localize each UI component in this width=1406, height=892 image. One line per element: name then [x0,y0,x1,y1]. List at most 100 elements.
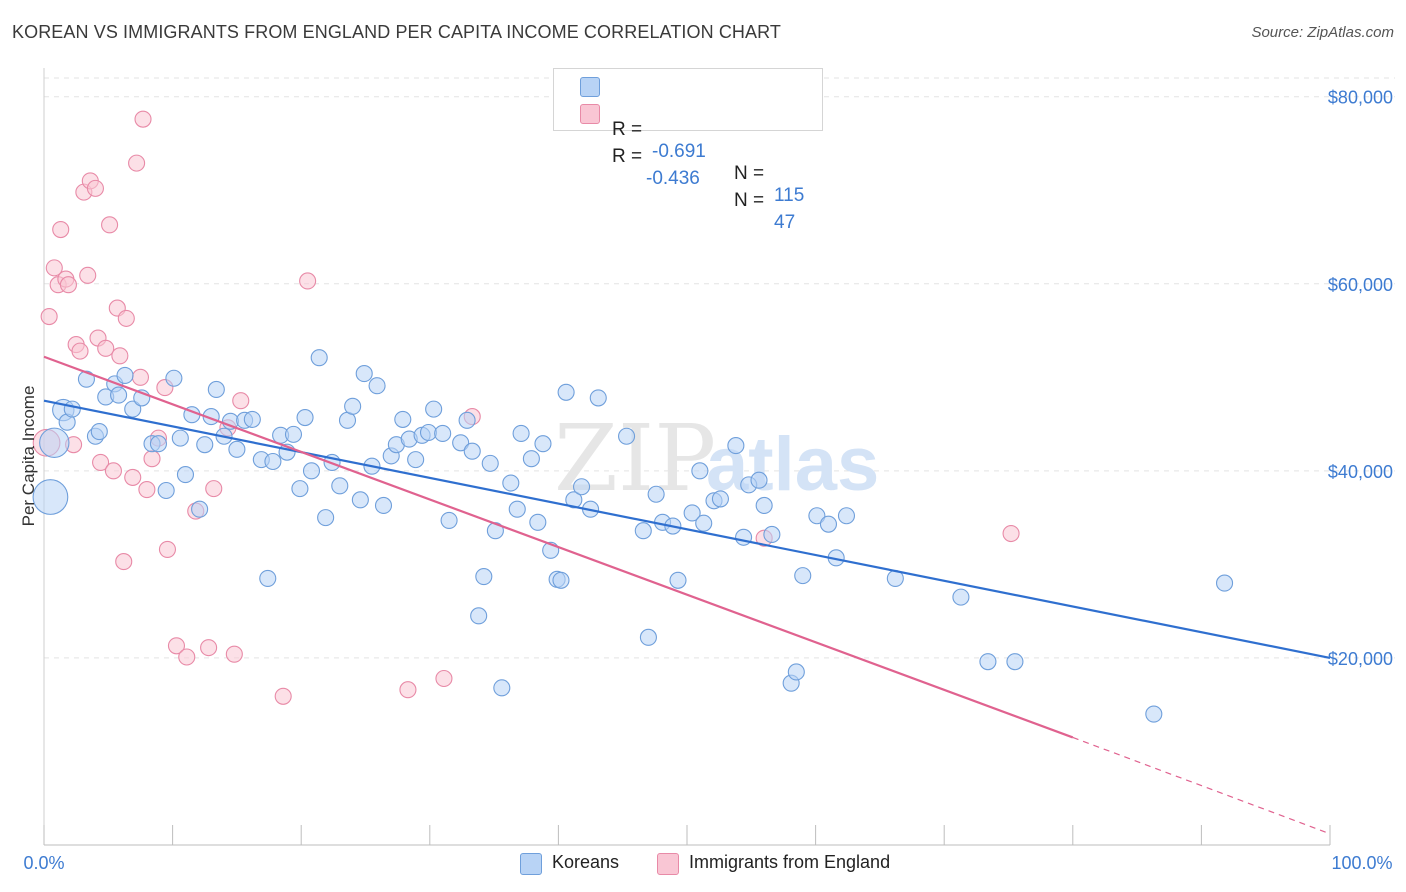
korean-point [149,435,168,453]
korean-point [711,490,729,508]
korean-point [419,423,438,442]
y-tick-labels: $20,000 $40,000 $60,000 $80,000 [1328,88,1393,669]
korean-point [634,522,652,540]
korean-point [157,481,175,500]
legend-n-label: N = [734,190,765,211]
korean-point [434,424,452,442]
series-england-points [32,110,1020,705]
legend-r-label: R = [612,119,643,140]
korean-point [124,400,142,418]
korean-point [368,377,386,395]
england-point [104,462,122,480]
korean-point [39,427,70,459]
england-trend-extension [1072,736,1331,835]
korean-point [639,628,657,646]
korean-point [727,437,745,455]
korean-point [808,507,826,525]
england-point [86,179,104,197]
england-point [299,272,317,290]
legend-r-value: -0.691 [652,141,706,162]
korean-point [176,466,195,484]
korean-point [493,679,511,697]
korean-point [425,400,443,418]
england-point [232,392,250,410]
korean-point [572,478,591,496]
korean-point [90,423,108,441]
y-axis-title: Per Capita Income [19,386,38,527]
korean-point [819,515,838,533]
korean-point [1145,705,1163,723]
legend-r-value: -0.436 [646,168,700,189]
korean-point [63,400,81,418]
england-point [1002,524,1020,543]
korean-point [952,588,970,606]
korean-point [452,434,470,452]
korean-point [529,513,547,531]
england-point [200,639,218,657]
chart-title: KOREAN VS IMMIGRANTS FROM ENGLAND PER CA… [12,22,781,42]
england-point [143,450,161,468]
korean-point [440,511,458,529]
korean-point [508,500,526,518]
korean-point [979,653,997,671]
axes [43,68,1331,846]
england-point [274,687,292,705]
korean-point [196,436,214,454]
korean-trend-line [43,399,1331,660]
korean-point [77,370,95,388]
korean-point [691,462,709,480]
legend-n-value: 115 [774,185,805,206]
korean-point [458,411,476,429]
korean-point [695,514,713,532]
england-point [92,453,110,471]
england-point [128,154,146,172]
legend-n-value: 47 [774,212,796,233]
korean-point [374,496,393,515]
england-point [435,669,453,688]
korean-point [618,427,636,445]
korean-point [116,366,134,384]
legend-row-koreans: R = -0.691 N = 115 [580,75,804,206]
england-point [178,648,196,666]
x-tick-label-max: 100.0% [1331,853,1392,873]
legend-row-england: R = -0.436 N = 47 [580,102,795,233]
england-point [225,645,243,663]
korean-point [1215,574,1234,592]
korean-point [228,440,246,458]
x-tick-label-min: 0.0% [23,853,64,873]
england-point [97,339,115,357]
korean-point [565,491,583,509]
korean-point [331,477,349,495]
korean-point [647,485,665,503]
legend-swatch-england [580,104,600,124]
korean-point [302,462,321,480]
y-tick-label: $20,000 [1328,649,1393,669]
england-point [131,368,149,386]
england-trend-line [43,355,1074,739]
korean-point [191,500,209,518]
england-point [124,468,142,486]
korean-point [475,567,493,586]
korean-point [470,607,488,625]
korean-point [512,424,530,442]
legend-n-label: N = [734,163,765,184]
korean-point [522,450,540,468]
korean-point [683,504,701,522]
korean-point [589,389,607,407]
watermark: ZIP atlas [554,405,879,512]
watermark-atlas: atlas [706,422,879,507]
england-point [71,342,89,360]
legend-r-label: R = [612,146,643,167]
legend-label-koreans: Koreans [552,852,620,872]
trend-lines [43,355,1331,835]
korean-point [317,509,335,527]
england-point [134,110,152,128]
england-point [399,681,417,699]
korean-point [394,410,412,428]
y-tick-label: $40,000 [1328,462,1393,482]
england-point [59,276,77,294]
legend-swatch-england [657,853,679,875]
legend-label-england: Immigrants from England [689,852,891,872]
england-point [138,481,156,499]
